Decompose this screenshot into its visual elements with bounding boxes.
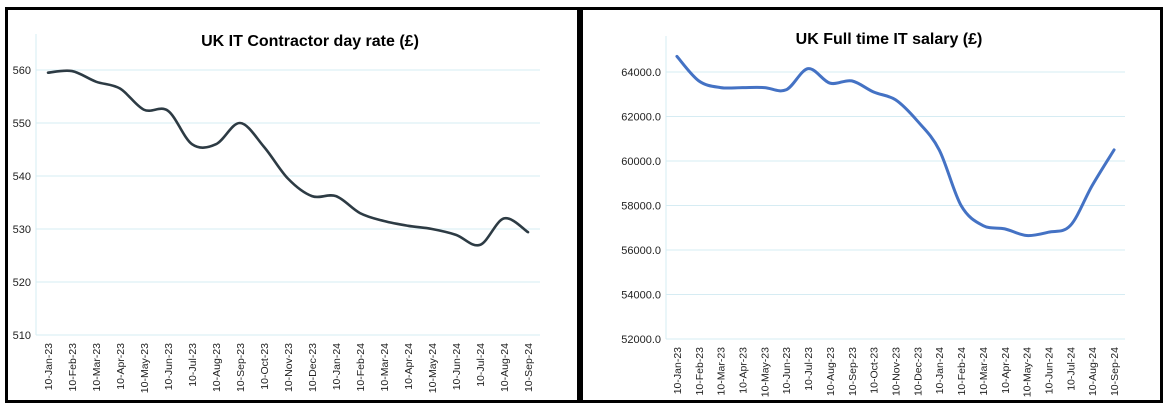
y-tick-label: 560 (13, 65, 31, 77)
x-tick-label: 10-Nov-23 (283, 343, 295, 392)
y-tick-label: 52000.0 (621, 334, 661, 346)
y-tick-label: 530 (13, 224, 31, 236)
x-tick-label: 10-Dec-23 (912, 347, 924, 396)
y-tick-label: 520 (13, 277, 31, 289)
x-tick-label: 10-Mar-23 (91, 343, 103, 392)
x-tick-label: 10-Dec-23 (307, 343, 319, 392)
x-tick-label: 10-Sep-24 (523, 343, 535, 392)
x-tick-label: 10-Feb-24 (956, 347, 968, 396)
x-tick-label: 10-Jan-23 (672, 347, 684, 394)
x-tick-label: 10-Oct-23 (259, 343, 271, 390)
x-tick-label: 10-Apr-23 (115, 343, 127, 390)
x-tick-label: 10-May-24 (1022, 347, 1034, 397)
x-tick-label: 10-Feb-23 (694, 347, 706, 396)
x-tick-label: 10-Oct-23 (869, 347, 881, 394)
x-tick-label: 10-Nov-23 (891, 347, 903, 396)
x-tick-label: 10-May-24 (427, 343, 439, 393)
y-tick-label: 54000.0 (621, 290, 661, 302)
y-tick-label: 64000.0 (621, 67, 661, 79)
x-tick-label: 10-Jun-23 (781, 347, 793, 394)
x-tick-label: 10-Mar-23 (716, 347, 728, 396)
x-tick-label: 10-Jan-24 (934, 347, 946, 394)
series-line (46, 69, 530, 247)
x-tick-label: 10-Jan-23 (43, 343, 55, 390)
x-tick-label: 10-Aug-24 (1087, 347, 1099, 396)
x-tick-label: 10-Mar-24 (978, 347, 990, 396)
y-tick-label: 550 (13, 118, 31, 130)
x-tick-label: 10-Apr-24 (403, 343, 415, 390)
x-tick-label: 10-Sep-23 (235, 343, 247, 392)
x-tick-label: 10-May-23 (139, 343, 151, 393)
x-tick-label: 10-Apr-24 (1000, 347, 1012, 394)
salary-chart-panel: UK Full time IT salary (£) 52000.0 54000.0… (580, 7, 1163, 403)
x-tick-label: 10-Aug-24 (499, 343, 511, 392)
contractor-rate-chart: UK IT Contractor day rate (£) 510 520 530 54… (13, 33, 540, 393)
salary-chart: UK Full time IT salary (£) 52000.0 54000.0… (621, 31, 1125, 397)
series-line (675, 54, 1116, 238)
y-tick-label: 540 (13, 171, 31, 183)
chart-title: UK IT Contractor day rate (£) (201, 33, 419, 50)
x-tick-label: 10-Feb-23 (67, 343, 79, 392)
x-tick-label: 10-Jun-24 (451, 343, 463, 390)
x-tick-label: 10-Aug-23 (211, 343, 223, 392)
y-tick-label: 510 (13, 330, 31, 342)
x-tick-label: 10-Jul-24 (475, 343, 487, 387)
x-tick-label: 10-Sep-24 (1109, 347, 1121, 396)
y-tick-label: 58000.0 (621, 201, 661, 213)
x-tick-label: 10-Feb-24 (355, 343, 367, 392)
x-tick-label: 10-Jul-23 (187, 343, 199, 387)
x-tick-label: 10-Aug-23 (825, 347, 837, 396)
x-tick-label: 10-Apr-23 (738, 347, 750, 394)
contractor-rate-chart-panel: UK IT Contractor day rate (£) 510 520 530 54… (5, 7, 580, 403)
x-tick-label: 10-Jun-24 (1044, 347, 1056, 394)
x-tick-label: 10-Jun-23 (163, 343, 175, 390)
x-tick-label: 10-Mar-24 (379, 343, 391, 392)
x-tick-label: 10-Jul-24 (1065, 347, 1077, 391)
y-tick-label: 62000.0 (621, 112, 661, 124)
x-tick-label: 10-Jul-23 (803, 347, 815, 391)
chart-title: UK Full time IT salary (£) (796, 31, 983, 48)
x-tick-label: 10-Jan-24 (331, 343, 343, 390)
y-tick-label: 56000.0 (621, 245, 661, 257)
x-tick-label: 10-Sep-23 (847, 347, 859, 396)
y-tick-label: 60000.0 (621, 156, 661, 168)
x-tick-label: 10-May-23 (759, 347, 771, 397)
